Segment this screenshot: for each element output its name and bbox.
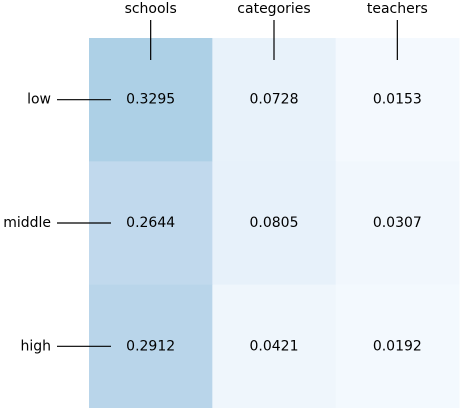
y-tick-label-middle: middle	[3, 215, 51, 231]
cell-value-label: 0.0421	[250, 338, 299, 354]
y-tick-label-high: high	[20, 338, 51, 354]
y-axis: low middle high	[3, 92, 111, 354]
cell-value-label: 0.0153	[373, 92, 422, 108]
cell-value-label: 0.0307	[373, 215, 422, 231]
heatmap-cell-middle-teachers	[335, 161, 460, 286]
cell-value-label: 0.0805	[250, 215, 299, 231]
cell-value-label: 0.2912	[126, 338, 175, 354]
x-axis: schools categories teachers	[125, 1, 428, 60]
cell-value-label: 0.0192	[373, 338, 422, 354]
x-tick-label-schools: schools	[125, 1, 177, 17]
heatmap-cell-high-teachers	[335, 284, 460, 408]
y-tick-label-low: low	[27, 92, 51, 108]
cell-value-label: 0.0728	[250, 92, 299, 108]
x-tick-label-categories: categories	[237, 1, 310, 17]
cell-value-label: 0.3295	[126, 92, 175, 108]
heatmap-cell-middle-categories	[212, 161, 337, 286]
cell-value-label: 0.2644	[126, 215, 175, 231]
heatmap-cell-high-categories	[212, 284, 337, 408]
heatmap-cells: 0.3295 0.0728 0.0153 0.2644 0.0805 0.0307 0.29…	[89, 38, 460, 408]
x-tick-label-teachers: teachers	[367, 1, 428, 17]
